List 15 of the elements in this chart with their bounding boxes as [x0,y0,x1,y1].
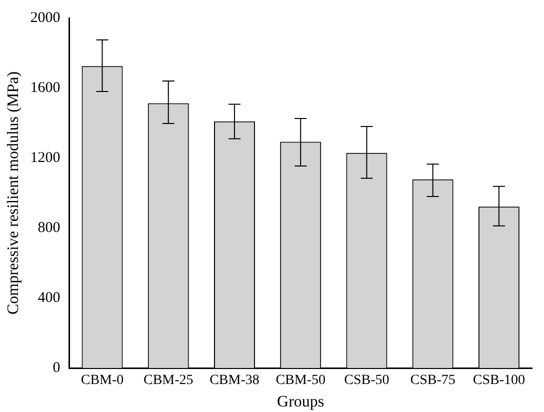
x-tick-label: CSB-100 [472,373,526,388]
y-axis-title: Compressive resilient modulus (MPa) [4,71,22,315]
y-tick-label: 400 [38,290,60,306]
x-axis-title: Groups [277,394,324,411]
x-tick-label: CBM-38 [210,373,260,388]
x-tick-label: CBM-0 [80,373,124,388]
x-tick-label: CBM-25 [143,373,194,388]
x-tick-label: CBM-50 [276,373,326,388]
x-tick-label: CSB-75 [410,373,456,388]
y-tick-label: 1200 [30,150,60,166]
y-tick-label: 0 [52,360,60,376]
x-tick-label: CSB-50 [344,373,390,388]
y-tick-label: 2000 [30,10,60,26]
y-tick-label: 1600 [30,80,60,96]
y-tick-label: 800 [38,220,60,236]
